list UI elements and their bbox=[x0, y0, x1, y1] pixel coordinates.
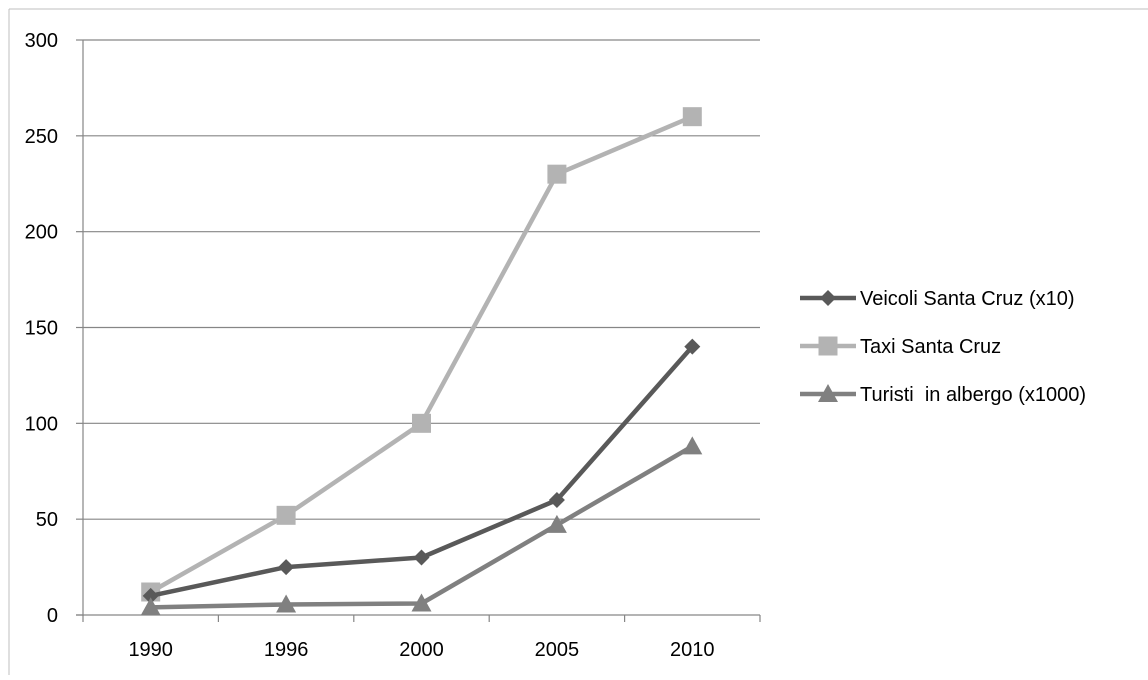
data-point-triangle bbox=[140, 597, 161, 616]
legend-label: Veicoli Santa Cruz (x10) bbox=[860, 288, 1075, 310]
y-tick-label: 150 bbox=[25, 318, 58, 340]
data-point-diamond bbox=[142, 587, 159, 604]
legend-label: Taxi Santa Cruz bbox=[860, 336, 1001, 358]
data-point-triangle bbox=[682, 436, 703, 455]
x-tick-label: 2005 bbox=[535, 639, 580, 661]
data-point-square bbox=[276, 505, 296, 525]
y-tick-label: 100 bbox=[25, 413, 58, 435]
data-point-square bbox=[682, 107, 702, 127]
legend-label: Turisti in albergo (x1000) bbox=[860, 384, 1086, 406]
x-tick-label: 1990 bbox=[128, 639, 173, 661]
x-tick-label: 2000 bbox=[399, 639, 444, 661]
legend-marker-square bbox=[818, 336, 838, 356]
series-line-triangle bbox=[150, 444, 694, 610]
data-point-diamond bbox=[684, 338, 701, 355]
y-tick-label: 50 bbox=[36, 509, 58, 531]
data-point-square bbox=[547, 164, 567, 184]
data-point-square bbox=[412, 413, 431, 433]
x-tick-label: 2010 bbox=[670, 639, 715, 661]
data-point-diamond bbox=[548, 492, 565, 508]
data-point-triangle bbox=[411, 593, 432, 612]
data-point-diamond bbox=[413, 549, 430, 566]
data-point-triangle bbox=[276, 594, 297, 613]
y-tick-label: 250 bbox=[25, 126, 58, 148]
data-point-diamond bbox=[278, 559, 295, 576]
legend-marker-triangle bbox=[818, 384, 838, 402]
legend-marker-diamond bbox=[820, 290, 836, 306]
data-point-triangle bbox=[546, 514, 567, 533]
y-tick-label: 200 bbox=[25, 222, 58, 244]
y-tick-label: 300 bbox=[25, 30, 58, 52]
y-tick-label: 0 bbox=[47, 605, 58, 627]
series-line-square bbox=[149, 114, 694, 594]
x-tick-label: 1996 bbox=[264, 639, 309, 661]
